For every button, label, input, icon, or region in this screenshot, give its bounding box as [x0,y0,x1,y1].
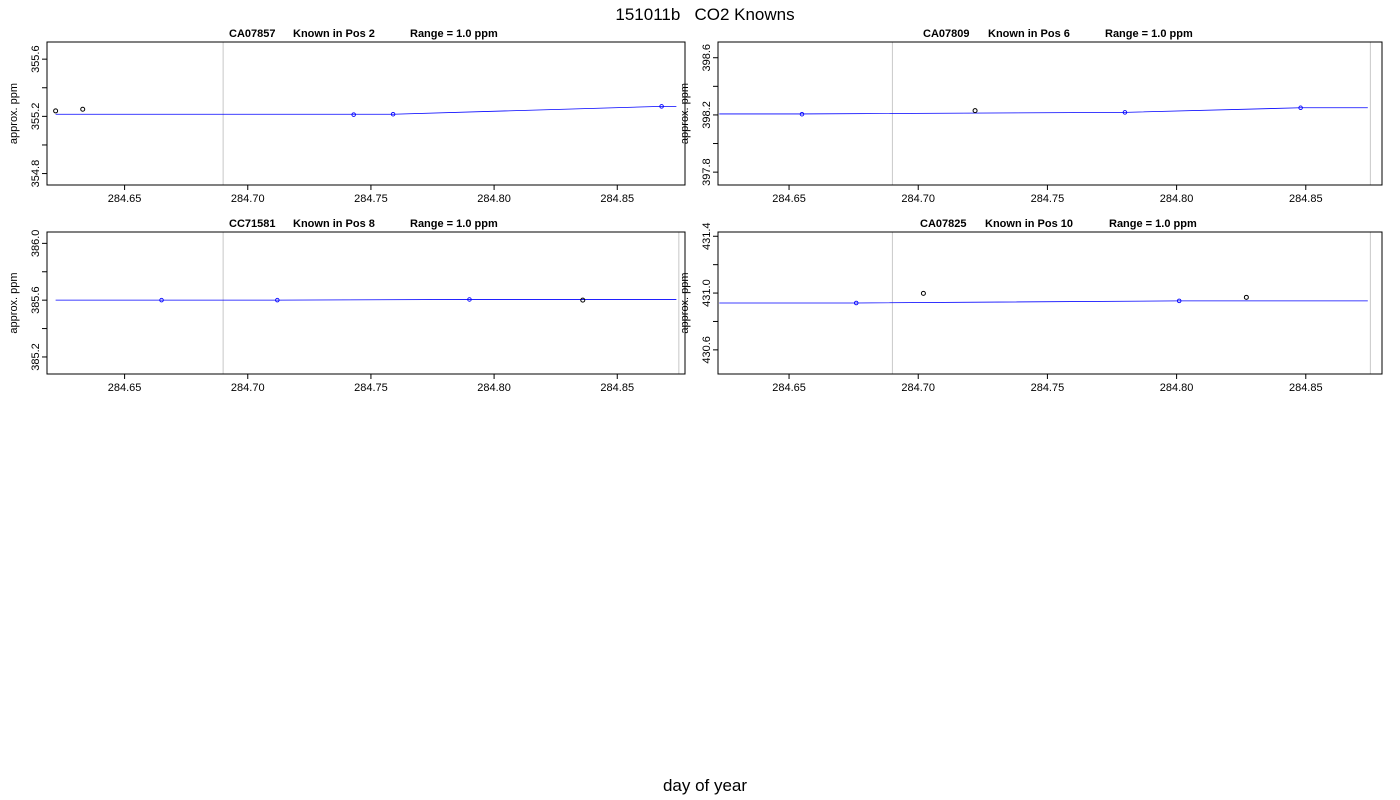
fit-point [1122,110,1128,115]
fit-point [390,111,396,117]
fit-line [55,105,677,115]
panel-title-part: CC71581 [229,218,275,230]
y-tick-label: 355.2 [30,103,42,131]
raw-point [80,106,86,112]
raw-point [920,290,926,296]
panel-title-part: CA07857 [229,28,275,40]
fit-line [55,299,677,301]
x-tick-label: 284.85 [1289,193,1323,205]
y-axis-label: approx. ppm [679,83,691,144]
fit-point [1176,298,1182,304]
panel-4: CA07825 Known in Pos 10 Range = 1.0 ppm 284… [679,218,1383,394]
raw-point [1243,294,1249,300]
plot-frame [717,231,1383,375]
x-tick-label: 284.70 [901,193,935,205]
x-tick-label: 284.65 [108,193,142,205]
x-tick-label: 284.70 [231,382,265,394]
y-axis-label: approx. ppm [8,83,20,144]
panel-title-part: Known in Pos 8 [293,218,375,230]
x-tick-label: 284.80 [477,382,511,394]
fit-point [659,104,664,109]
panel-title-part: Known in Pos 6 [988,28,1070,40]
raw-point [972,108,978,114]
y-axis-label: approx. ppm [8,272,20,333]
figure-title: 151011b CO2 Knowns [615,5,794,24]
x-tick-label: 284.85 [600,382,634,394]
panel-title-part: CA07809 [923,28,969,40]
panel-title-part: CA07825 [920,218,966,230]
raw-point [53,108,59,114]
x-tick-label: 284.80 [477,193,511,205]
plot-frame [717,41,1383,186]
y-tick-label: 431.4 [701,222,713,250]
fit-point [467,297,472,302]
y-tick-label: 386.0 [30,230,42,258]
fit-point [1298,105,1303,111]
panel-title-part: Known in Pos 2 [293,28,375,40]
fit-point [351,112,356,117]
y-tick-label: 398.6 [701,44,713,72]
x-tick-label: 284.80 [1160,193,1194,205]
y-tick-label: 431.0 [701,279,713,307]
fit-point [159,297,164,303]
panel-title-part: Known in Pos 10 [985,218,1073,230]
fit-point [799,111,805,117]
x-tick-label: 284.75 [354,382,388,394]
x-tick-label: 284.75 [354,193,388,205]
plot-frame [46,41,686,186]
raw-point [580,297,586,303]
panel-title-part: Range = 1.0 ppm [1109,218,1197,230]
fit-line [719,107,1368,115]
x-tick-label: 284.65 [772,193,806,205]
fit-line [719,300,1368,304]
y-tick-label: 430.6 [701,336,713,364]
y-tick-label: 354.8 [30,160,42,188]
x-tick-label: 284.85 [1289,382,1323,394]
x-tick-label: 284.70 [231,193,265,205]
panel-1: CA07857 Known in Pos 2 Range = 1.0 ppm 284.… [8,28,686,205]
figure-xlabel: day of year [663,776,747,795]
x-tick-label: 284.65 [108,382,142,394]
fit-point [275,297,280,303]
x-tick-label: 284.65 [772,382,806,394]
x-tick-label: 284.75 [1031,193,1065,205]
x-tick-label: 284.70 [901,382,935,394]
y-tick-label: 397.8 [701,158,713,186]
y-tick-label: 385.2 [30,343,42,371]
y-tick-label: 385.6 [30,286,42,314]
panel-title-part: Range = 1.0 ppm [410,218,498,230]
x-tick-label: 284.75 [1031,382,1065,394]
panel-title-part: Range = 1.0 ppm [410,28,498,40]
panel-3: CC71581 Known in Pos 8 Range = 1.0 ppm 284.… [8,218,686,394]
x-tick-label: 284.80 [1160,382,1194,394]
fit-point [853,300,859,306]
plot-frame [46,231,686,375]
y-tick-label: 398.2 [701,101,713,129]
panel-title-part: Range = 1.0 ppm [1105,28,1193,40]
y-axis-label: approx. ppm [679,272,691,333]
panel-2: CA07809 Known in Pos 6 Range = 1.0 ppm 284.… [679,28,1383,205]
x-tick-label: 284.85 [600,193,634,205]
y-tick-label: 355.6 [30,45,42,73]
